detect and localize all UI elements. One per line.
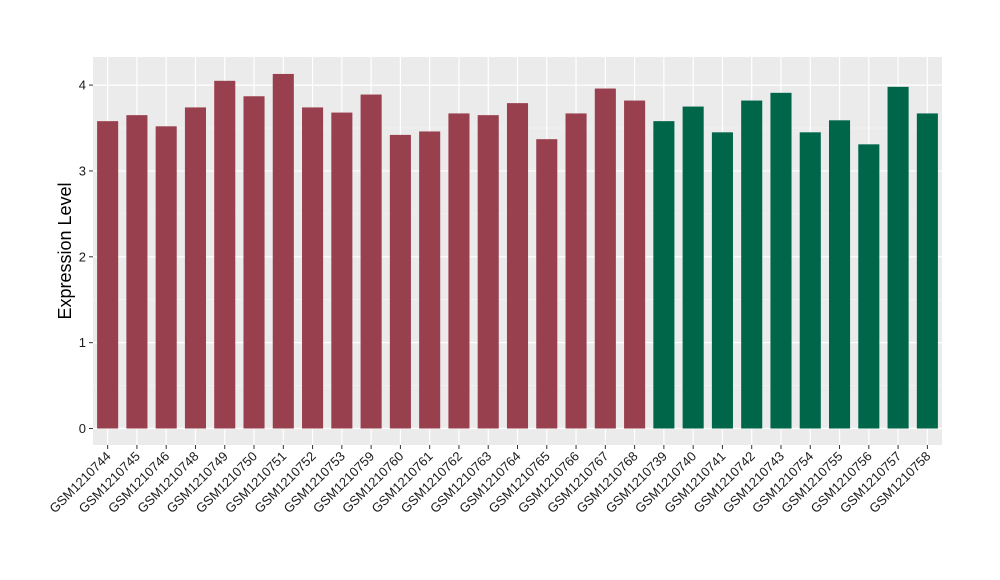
bar-GSM1210744 xyxy=(97,121,119,429)
y-tick-label: 4 xyxy=(79,78,86,93)
bar-GSM1210745 xyxy=(126,115,148,429)
bar-GSM1210755 xyxy=(828,120,851,429)
bar-GSM1210740 xyxy=(682,106,704,429)
bar-GSM1210753 xyxy=(331,112,353,429)
bar-GSM1210762 xyxy=(448,113,470,429)
y-axis-title: Expression Level xyxy=(55,182,75,319)
bar-GSM1210751 xyxy=(272,73,294,429)
bar-GSM1210742 xyxy=(741,100,763,429)
y-tick-label: 2 xyxy=(79,249,86,264)
bar-GSM1210766 xyxy=(565,113,587,429)
y-tick-label: 3 xyxy=(79,163,86,178)
x-axis: GSM1210744GSM1210745GSM1210746GSM1210748… xyxy=(46,445,933,516)
bar-GSM1210760 xyxy=(389,134,411,429)
bar-GSM1210756 xyxy=(858,144,880,429)
bar-GSM1210743 xyxy=(770,92,792,429)
bar-GSM1210767 xyxy=(594,88,616,429)
y-tick-label: 0 xyxy=(79,421,86,436)
bars xyxy=(97,73,938,429)
bar-GSM1210757 xyxy=(887,86,909,429)
bar-GSM1210764 xyxy=(506,103,529,429)
bar-GSM1210748 xyxy=(184,107,207,429)
bar-GSM1210752 xyxy=(302,107,324,429)
bar-GSM1210754 xyxy=(799,132,821,429)
bar-GSM1210765 xyxy=(536,139,558,429)
bar-GSM1210759 xyxy=(360,94,382,429)
y-axis: 0 1 2 3 4 xyxy=(79,78,93,436)
bar-GSM1210758 xyxy=(916,113,938,429)
bar-GSM1210749 xyxy=(214,80,236,429)
bar-GSM1210768 xyxy=(624,100,646,429)
bar-GSM1210750 xyxy=(243,96,265,429)
bar-GSM1210746 xyxy=(155,126,177,429)
bar-GSM1210739 xyxy=(653,121,675,429)
bar-GSM1210741 xyxy=(711,132,733,429)
y-tick-label: 1 xyxy=(79,335,86,350)
bar-GSM1210763 xyxy=(477,115,499,429)
bar-GSM1210761 xyxy=(419,131,441,429)
